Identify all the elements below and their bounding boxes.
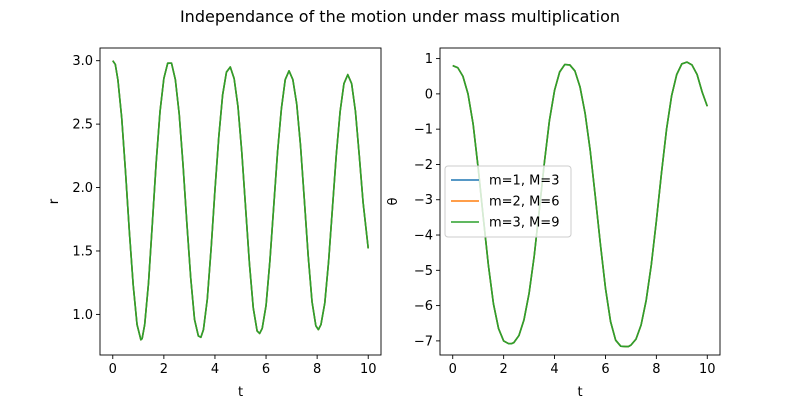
axes-frame <box>99 47 382 356</box>
x-tick-label: 6 <box>262 362 270 377</box>
y-tick-label: −1 <box>414 123 433 138</box>
x-tick-label: 10 <box>699 362 716 377</box>
x-tick-label: 8 <box>313 362 321 377</box>
legend-label-2: m=3, M=9 <box>489 216 559 231</box>
series-line-1 <box>112 60 370 341</box>
y-tick-label: −7 <box>414 334 433 349</box>
subplot-r-vs-t: 0 2 4 6 8 10 1.0 1.5 2.0 2.5 3.0 t r <box>47 47 382 400</box>
x-tick-label: 0 <box>109 362 117 377</box>
x-tick-label: 2 <box>160 362 168 377</box>
y-tick-label: −5 <box>414 264 433 279</box>
series-line-2 <box>112 60 370 341</box>
x-axis-label: t <box>577 385 582 400</box>
x-tick-label: 10 <box>360 362 377 377</box>
y-axis-label: r <box>47 198 62 204</box>
y-tick-label: 1.5 <box>72 244 93 259</box>
y-tick-label: 2.0 <box>72 181 93 196</box>
series-line-2 <box>452 61 709 348</box>
x-tick-label: 8 <box>652 362 660 377</box>
y-tick-label: −3 <box>414 193 433 208</box>
x-axis-label: t <box>238 385 243 400</box>
x-tick-label: 4 <box>550 362 558 377</box>
axes-frame <box>439 47 721 356</box>
legend-label-1: m=2, M=6 <box>489 195 559 210</box>
x-tick-label: 0 <box>449 362 457 377</box>
y-tick-label: 1 <box>425 52 433 67</box>
y-tick-label: −4 <box>414 229 433 244</box>
y-tick-label: −6 <box>414 299 433 314</box>
legend-label-0: m=1, M=3 <box>489 174 559 189</box>
legend-box <box>444 165 572 238</box>
y-tick-label: −2 <box>414 158 433 173</box>
y-axis-label: θ <box>386 197 401 205</box>
legend: m=1, M=3 m=2, M=6 m=3, M=9 <box>444 165 572 238</box>
y-tick-label: 1.0 <box>72 308 93 323</box>
figure-title: Independance of the motion under mass mu… <box>180 7 620 26</box>
x-tick-label: 6 <box>601 362 609 377</box>
y-tick-label: 2.5 <box>72 118 93 133</box>
x-tick-label: 4 <box>211 362 219 377</box>
y-tick-label: 3.0 <box>72 54 93 69</box>
y-tick-label: 0 <box>425 87 433 102</box>
series-line-0 <box>112 60 370 341</box>
x-tick-label: 2 <box>499 362 507 377</box>
